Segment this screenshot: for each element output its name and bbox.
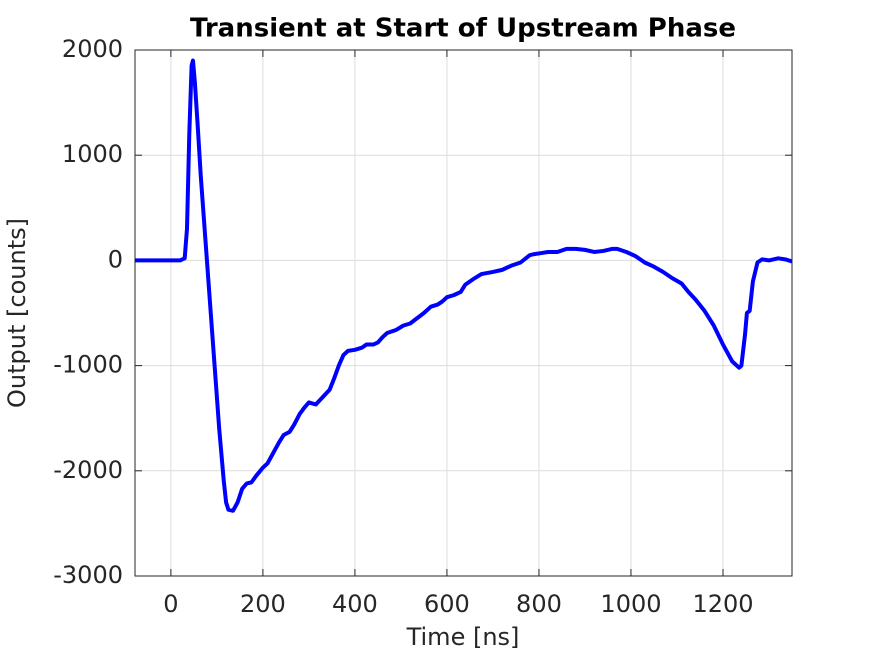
y-tick-label: 2000 [62, 35, 123, 63]
x-tick-label: 1200 [692, 590, 753, 618]
y-tick-label: -1000 [53, 351, 123, 379]
x-tick-label: 0 [163, 590, 178, 618]
plot-area [135, 50, 792, 576]
y-tick-label: 0 [108, 245, 123, 273]
y-tick-label: -3000 [53, 561, 123, 589]
data-line [135, 58, 793, 513]
x-tick-label: 400 [332, 590, 378, 618]
y-axis-label: Output [counts] [3, 218, 31, 408]
x-axis-label: Time [ns] [406, 623, 520, 651]
x-tick-label: 200 [240, 590, 286, 618]
x-tick-label: 1000 [600, 590, 661, 618]
chart-title: Transient at Start of Upstream Phase [190, 14, 736, 44]
x-tick-label: 800 [516, 590, 562, 618]
y-tick-label: 1000 [62, 140, 123, 168]
axes-box [134, 49, 793, 577]
y-tick-label: -2000 [53, 456, 123, 484]
x-tick-label: 600 [424, 590, 470, 618]
